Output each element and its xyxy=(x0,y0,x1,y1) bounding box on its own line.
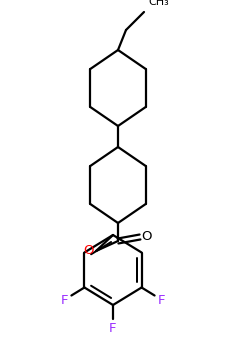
Text: O: O xyxy=(84,245,94,258)
Text: F: F xyxy=(109,322,117,335)
Text: O: O xyxy=(142,231,152,244)
Text: F: F xyxy=(158,294,165,307)
Text: CH₃: CH₃ xyxy=(148,0,169,7)
Text: F: F xyxy=(61,294,68,307)
